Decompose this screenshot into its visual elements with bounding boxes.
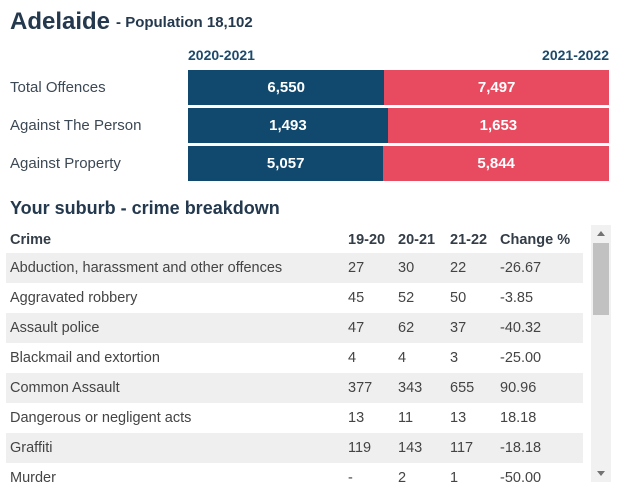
bar-label: Against Property xyxy=(10,155,121,172)
bar-row-against-the-person: Against The Person 1,493 1,653 xyxy=(0,108,635,143)
cell-change: -3.85 xyxy=(500,290,534,306)
comparison-bar-chart: Total Offences 6,550 7,497 Against The P… xyxy=(0,70,635,181)
cell-19-20: 377 xyxy=(348,380,373,396)
cell-20-21: 143 xyxy=(398,440,423,456)
col-header-21-22: 21-22 xyxy=(450,232,488,248)
cell-19-20: 13 xyxy=(348,410,365,426)
table-header-row: Crime 19-20 20-21 21-22 Change % xyxy=(6,227,583,253)
table-scrollbar[interactable] xyxy=(591,225,611,482)
cell-crime: Murder xyxy=(10,470,56,486)
bar-segment-2020-2021: 1,493 xyxy=(188,108,388,143)
cell-change: -50.00 xyxy=(500,470,542,486)
arrow-down-icon xyxy=(597,471,605,476)
year-column-headers: 2020-2021 2021-2022 xyxy=(188,47,609,63)
cell-crime: Common Assault xyxy=(10,380,120,396)
bar-segment-2021-2022: 7,497 xyxy=(384,70,609,105)
cell-20-21: 62 xyxy=(398,320,415,336)
cell-21-22: 655 xyxy=(450,380,475,396)
cell-19-20: - xyxy=(348,470,353,486)
cell-21-22: 37 xyxy=(450,320,467,336)
bar-row-against-property: Against Property 5,057 5,844 xyxy=(0,146,635,181)
cell-20-21: 2 xyxy=(398,470,407,486)
cell-crime: Assault police xyxy=(10,320,100,336)
table-row: Assault police 47 62 37 -40.32 xyxy=(6,313,583,343)
cell-19-20: 27 xyxy=(348,260,365,276)
bar-track: 5,057 5,844 xyxy=(188,146,609,181)
cell-20-21: 52 xyxy=(398,290,415,306)
cell-19-20: 119 xyxy=(348,440,372,456)
cell-change: -40.32 xyxy=(500,320,542,336)
cell-change: 18.18 xyxy=(500,410,537,426)
bar-segment-2020-2021: 5,057 xyxy=(188,146,384,181)
bar-row-total-offences: Total Offences 6,550 7,497 xyxy=(0,70,635,105)
table-row: Common Assault 377 343 655 90.96 xyxy=(6,373,583,403)
bar-segment-2020-2021: 6,550 xyxy=(188,70,385,105)
cell-20-21: 343 xyxy=(398,380,423,396)
bar-value: 1,653 xyxy=(479,117,518,134)
page-subtitle: - Population 18,102 xyxy=(116,14,253,31)
scroll-up-button[interactable] xyxy=(591,225,611,242)
bar-value: 6,550 xyxy=(267,79,305,96)
bar-segment-2021-2022: 1,653 xyxy=(387,108,609,143)
bar-segment-2021-2022: 5,844 xyxy=(383,146,609,181)
cell-21-22: 1 xyxy=(450,470,459,486)
cell-change: -18.18 xyxy=(500,440,542,456)
bar-track: 1,493 1,653 xyxy=(188,108,609,143)
cell-crime: Aggravated robbery xyxy=(10,290,138,306)
scroll-down-button[interactable] xyxy=(591,465,611,482)
col-header-20-21: 20-21 xyxy=(398,232,436,248)
bar-value: 5,057 xyxy=(266,155,305,172)
section-title: Your suburb - crime breakdown xyxy=(10,198,280,218)
bar-track: 6,550 7,497 xyxy=(188,70,609,105)
bar-label: Total Offences xyxy=(10,79,106,96)
col-header-crime: Crime xyxy=(10,232,52,248)
cell-19-20: 45 xyxy=(348,290,365,306)
bar-value: 1,493 xyxy=(269,117,307,134)
cell-change: -26.67 xyxy=(500,260,542,276)
cell-21-22: 22 xyxy=(450,260,467,276)
page-title: Adelaide xyxy=(10,8,111,35)
year-header-left: 2020-2021 xyxy=(188,47,255,63)
scrollbar-thumb[interactable] xyxy=(593,243,609,315)
cell-crime: Blackmail and extortion xyxy=(10,350,160,366)
arrow-up-icon xyxy=(597,231,605,236)
page-header: Adelaide - Population 18,102 xyxy=(0,0,635,39)
table-row: Graffiti 119 143 117 -18.18 xyxy=(6,433,583,463)
cell-crime: Dangerous or negligent acts xyxy=(10,410,192,426)
cell-20-21: 4 xyxy=(398,350,407,366)
cell-21-22: 117 xyxy=(450,440,474,456)
cell-crime: Abduction, harassment and other offences xyxy=(10,260,283,276)
table-row: Dangerous or negligent acts 13 11 13 18.… xyxy=(6,403,583,433)
col-header-change: Change % xyxy=(500,232,571,248)
crime-breakdown-table: Crime 19-20 20-21 21-22 Change % Abducti… xyxy=(6,227,583,493)
table-row: Murder - 2 1 -50.00 xyxy=(6,463,583,493)
cell-change: -25.00 xyxy=(500,350,542,366)
cell-21-22: 13 xyxy=(450,410,467,426)
year-header-right: 2021-2022 xyxy=(542,47,609,63)
bar-label: Against The Person xyxy=(10,117,142,134)
cell-19-20: 47 xyxy=(348,320,365,336)
col-header-19-20: 19-20 xyxy=(348,232,386,248)
table-row: Blackmail and extortion 4 4 3 -25.00 xyxy=(6,343,583,373)
table-row: Abduction, harassment and other offences… xyxy=(6,253,583,283)
table-row: Aggravated robbery 45 52 50 -3.85 xyxy=(6,283,583,313)
bar-value: 7,497 xyxy=(477,79,516,96)
cell-crime: Graffiti xyxy=(10,440,53,456)
cell-21-22: 50 xyxy=(450,290,467,306)
cell-change: 90.96 xyxy=(500,380,537,396)
cell-19-20: 4 xyxy=(348,350,357,366)
cell-21-22: 3 xyxy=(450,350,459,366)
cell-20-21: 11 xyxy=(398,410,414,426)
cell-20-21: 30 xyxy=(398,260,415,276)
bar-value: 5,844 xyxy=(477,155,515,172)
